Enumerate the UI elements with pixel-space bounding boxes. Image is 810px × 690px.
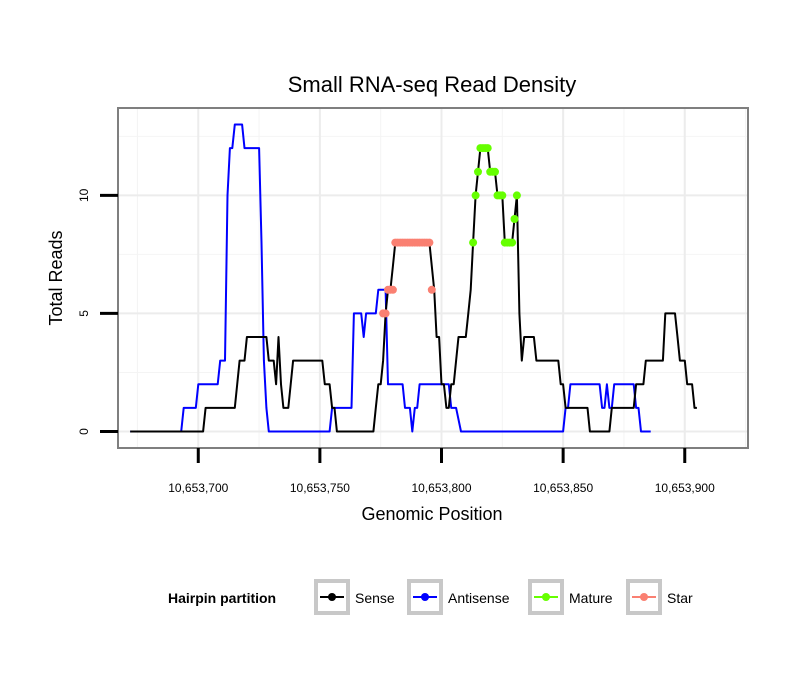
mature-point — [512, 191, 521, 200]
legend-entry-star: Star — [626, 579, 693, 615]
star-point — [425, 238, 434, 247]
chart-title: Small RNA-seq Read Density — [288, 72, 577, 97]
legend: Hairpin partition Sense Antisense Mature St… — [168, 579, 693, 615]
mature-point — [483, 144, 492, 153]
mature-point — [498, 191, 507, 200]
legend-entries: Sense Antisense Mature Star — [314, 579, 693, 615]
legend-entry-mature: Mature — [528, 579, 613, 615]
x-axis: 10,653,700 10,653,750 10,653,800 10,653,850… — [168, 448, 715, 495]
legend-key-point — [640, 593, 648, 601]
y-axis-title: Total Reads — [46, 230, 66, 325]
x-tick-label: 10,653,750 — [290, 481, 350, 495]
legend-label: Antisense — [448, 590, 510, 606]
legend-key-point — [542, 593, 550, 601]
plot-panel-border — [117, 107, 749, 449]
star-point — [388, 285, 397, 294]
y-axis: 0 5 10 — [77, 188, 118, 435]
x-tick-label: 10,653,850 — [533, 481, 593, 495]
legend-entry-sense: Sense — [314, 579, 395, 615]
sense-line — [130, 147, 697, 433]
legend-key-point — [421, 593, 429, 601]
legend-label: Sense — [355, 590, 395, 606]
x-tick-label: 10,653,900 — [655, 481, 715, 495]
mature-point — [508, 238, 517, 247]
mature-point — [491, 167, 499, 176]
mature-point — [474, 167, 482, 176]
x-tick-label: 10,653,800 — [411, 481, 471, 495]
y-tick-label: 10 — [77, 188, 91, 202]
legend-label: Star — [667, 590, 693, 606]
series-layer — [130, 123, 697, 433]
y-tick-label: 5 — [77, 310, 91, 317]
legend-label: Mature — [569, 590, 613, 606]
x-tick-label: 10,653,700 — [168, 481, 228, 495]
y-tick-label: 0 — [77, 428, 91, 435]
mature-point — [510, 215, 519, 223]
legend-entry-antisense: Antisense — [407, 579, 510, 615]
x-axis-title: Genomic Position — [361, 504, 502, 524]
antisense-line — [130, 123, 651, 433]
legend-key-point — [328, 593, 336, 601]
star-point — [381, 309, 390, 318]
mature-point — [469, 238, 478, 247]
legend-title: Hairpin partition — [168, 590, 276, 606]
star-point — [427, 285, 436, 294]
mature-point — [471, 191, 480, 200]
